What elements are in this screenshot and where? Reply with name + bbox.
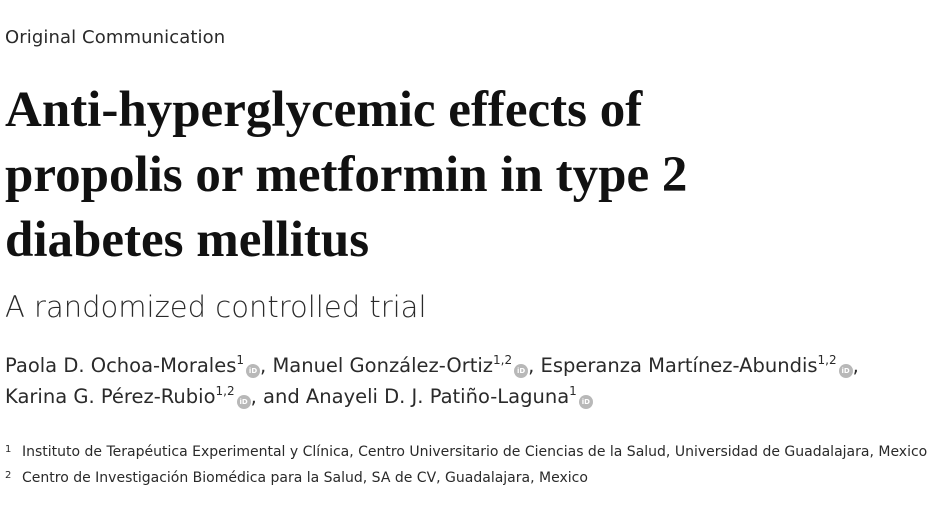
author-name[interactable]: Karina G. Pérez-Rubio: [5, 385, 216, 408]
orcid-icon[interactable]: iD: [838, 364, 853, 378]
author-name[interactable]: Manuel González-Ortiz: [272, 354, 494, 377]
orcid-icon[interactable]: iD: [578, 395, 593, 409]
author[interactable]: Esperanza Martínez-Abundis1,2: [541, 354, 837, 377]
author[interactable]: Karina G. Pérez-Rubio1,2: [5, 385, 235, 408]
author-separator: , and: [250, 385, 306, 408]
author-separator: ,: [852, 354, 859, 377]
orcid-icon[interactable]: iD: [236, 395, 251, 409]
author[interactable]: Manuel González-Ortiz1,2: [272, 354, 512, 377]
article-title: Anti-hyperglycemic effects of propolis o…: [5, 78, 905, 273]
affiliation-number: 2: [5, 470, 12, 481]
article-title-line: diabetes mellitus: [5, 212, 370, 268]
author-affiliation-ref: 1,2: [817, 353, 837, 367]
affiliation-text: Centro de Investigación Biomédica para l…: [22, 470, 588, 486]
author-name[interactable]: Paola D. Ochoa-Morales: [5, 354, 237, 377]
orcid-icon[interactable]: iD: [514, 364, 529, 378]
article-subtitle: A randomized controlled trial: [5, 290, 427, 324]
section-label: Original Communication: [5, 27, 226, 48]
affiliation: 2 Centro de Investigación Biomédica para …: [5, 464, 940, 490]
author[interactable]: Anayeli D. J. Patiño-Laguna1: [306, 385, 577, 408]
article-title-line: Anti-hyperglycemic effects of: [5, 82, 643, 138]
author-line: Paola D. Ochoa-Morales1iD, Manuel Gonzál…: [5, 350, 940, 381]
author-list: Paola D. Ochoa-Morales1iD, Manuel Gonzál…: [5, 350, 940, 412]
author-affiliation-ref: 1: [569, 384, 577, 398]
author-affiliation-ref: 1: [236, 353, 245, 367]
author-separator: ,: [260, 354, 273, 377]
author-affiliation-ref: 1,2: [215, 384, 235, 398]
author-affiliation-ref: 1,2: [493, 353, 513, 367]
author-line: Karina G. Pérez-Rubio1,2iD, and Anayeli …: [5, 381, 940, 412]
author-separator: ,: [528, 354, 541, 377]
author[interactable]: Paola D. Ochoa-Morales1: [5, 354, 244, 377]
affiliation-list: 1 Instituto de Terapéutica Experimental y…: [5, 438, 940, 490]
affiliation: 1 Instituto de Terapéutica Experimental y…: [5, 438, 940, 464]
affiliation-text: Instituto de Terapéutica Experimental y …: [22, 444, 928, 460]
author-name[interactable]: Esperanza Martínez-Abundis: [540, 354, 818, 377]
orcid-icon[interactable]: iD: [246, 364, 261, 378]
affiliation-number: 1: [5, 444, 12, 455]
author-name[interactable]: Anayeli D. J. Patiño-Laguna: [305, 385, 570, 408]
article-title-line: propolis or metformin in type 2: [5, 147, 688, 203]
